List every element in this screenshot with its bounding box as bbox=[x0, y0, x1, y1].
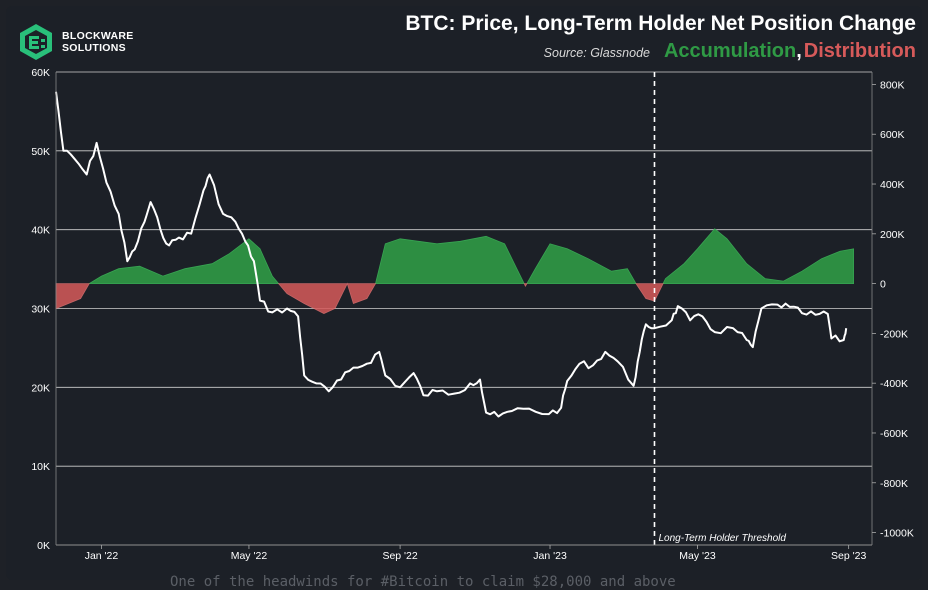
x-tick-label: Sep '22 bbox=[382, 550, 417, 562]
grid-lines bbox=[56, 71, 872, 546]
right-tick-label: -600K bbox=[880, 428, 908, 440]
lth-net-position-area bbox=[55, 228, 854, 314]
left-tick-label: 20K bbox=[31, 382, 50, 394]
left-tick-label: 50K bbox=[31, 146, 50, 158]
legend-distribution: Distribution bbox=[803, 40, 916, 62]
right-tick-label: 600K bbox=[880, 129, 905, 141]
left-tick-label: 40K bbox=[31, 225, 50, 237]
chart-panel bbox=[6, 6, 922, 580]
chart-title: BTC: Price, Long-Term Holder Net Positio… bbox=[405, 12, 916, 35]
legend-accumulation: Accumulation bbox=[663, 40, 797, 62]
blockware-logo: BLOCKWARE SOLUTIONS bbox=[16, 22, 134, 62]
threshold-label: Long-Term Holder Threshold bbox=[658, 533, 786, 544]
right-tick-label: 400K bbox=[880, 179, 905, 191]
x-tick-label: Jan '23 bbox=[533, 550, 567, 562]
btc-price-line bbox=[55, 91, 848, 418]
left-tick-label: 10K bbox=[31, 461, 50, 473]
x-tick-label: May '23 bbox=[679, 550, 716, 562]
brand-line2: SOLUTIONS bbox=[62, 42, 126, 54]
brand-line1: BLOCKWARE bbox=[62, 30, 134, 42]
threshold-layer: Long-Term Holder Threshold bbox=[653, 72, 786, 545]
left-tick-label: 0K bbox=[37, 540, 50, 552]
right-tick-label: 0 bbox=[880, 279, 886, 291]
accumulation-area bbox=[87, 228, 854, 284]
legend-separator: , bbox=[796, 40, 802, 62]
subtitle-row: Source: Glassnode Accumulation , Distrib… bbox=[544, 40, 916, 63]
axis-layer: 0K 10K 20K 30K 40K 50K 60K -1000K -800K -600K -400… bbox=[31, 67, 914, 562]
footer-caption: One of the headwinds for #Bitcoin to cla… bbox=[170, 574, 676, 590]
right-tick-label: 200K bbox=[880, 229, 905, 241]
right-tick-label: -200K bbox=[880, 328, 908, 340]
source-label: Source: Glassnode bbox=[543, 46, 650, 60]
x-tick-label: May '22 bbox=[231, 550, 268, 562]
blockware-logo-icon bbox=[20, 24, 52, 60]
right-tick-label: 800K bbox=[880, 79, 905, 91]
distribution-area bbox=[55, 282, 664, 314]
left-tick-label: 30K bbox=[31, 304, 50, 316]
x-tick-label: Sep '23 bbox=[831, 550, 866, 562]
x-tick-label: Jan '22 bbox=[85, 550, 119, 562]
left-tick-label: 60K bbox=[31, 67, 50, 79]
right-tick-label: -800K bbox=[880, 478, 908, 490]
price-line-layer bbox=[55, 91, 848, 418]
right-tick-label: -400K bbox=[880, 378, 908, 390]
brand-name: BLOCKWARE SOLUTIONS bbox=[62, 30, 134, 54]
right-tick-label: -1000K bbox=[880, 528, 914, 540]
